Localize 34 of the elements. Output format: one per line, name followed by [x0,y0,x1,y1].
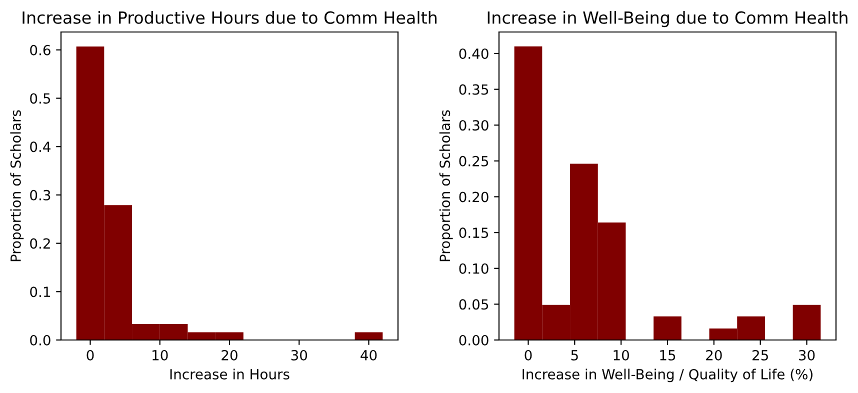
x-tick-label: 30 [291,350,308,360]
x-tick-label: 5 [571,350,578,360]
y-tick-label: 0.15 [459,228,488,238]
y-tick-label: 0.10 [459,263,488,274]
y-tick-label: 0.20 [459,192,488,202]
y-tick-label: 0.3 [30,190,50,200]
y-tick-label: 0.40 [459,48,488,59]
x-tick-label: 25 [752,350,768,360]
y-tick-label: 0.25 [459,156,488,166]
y-tick-label: 0.30 [459,120,488,131]
x-tick-label: 20 [706,350,722,360]
y-tick-label: 0.0 [30,334,50,346]
y-tick-label: 0.1 [30,286,50,298]
x-tick-label: 30 [798,350,815,360]
y-tick-label: 0.6 [30,44,50,56]
y-axis-title: Proportion of Scholars [439,110,453,262]
x-tick-label: 15 [660,350,676,360]
y-tick-label: 0.4 [30,142,50,152]
y-tick-label: 0.5 [30,93,50,104]
y-tick-label: 0.05 [459,299,488,310]
x-tick-label: 0 [86,350,94,360]
chart-title: Increase in Well-Being due to Comm Health [488,11,848,28]
x-tick-label: 10 [614,350,629,360]
x-tick-label: 0 [524,350,532,360]
x-tick-label: 40 [360,350,377,360]
y-tick-label: 0.00 [459,334,488,346]
y-tick-label: 0.35 [459,84,488,95]
x-axis-title: Increase in Hours [170,368,290,380]
chart-title: Increase in Productive Hours due to Comm Health [22,11,436,24]
x-axis-title: Increase in Well-Being / Quality of Life (%) [522,368,812,382]
y-tick-label: 0.2 [30,238,50,249]
x-tick-label: 20 [222,350,238,360]
x-tick-label: 10 [152,350,168,360]
y-axis-title: Proportion of Scholars [10,110,24,262]
